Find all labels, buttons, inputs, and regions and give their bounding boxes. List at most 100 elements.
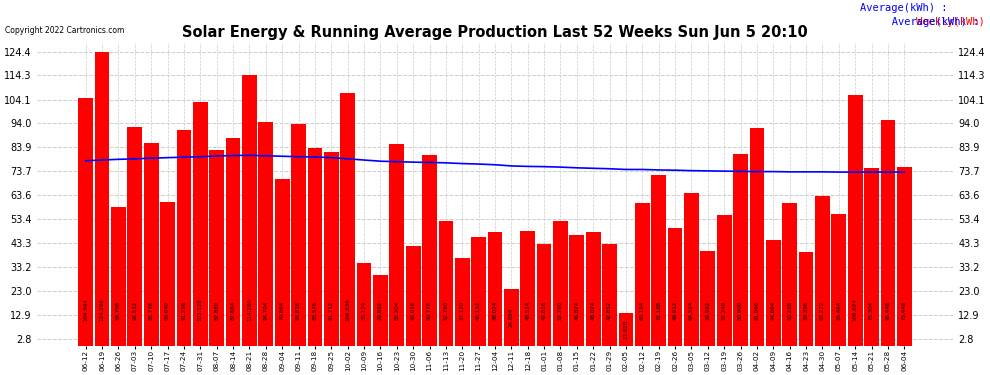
- Text: 46.824: 46.824: [574, 300, 579, 320]
- Text: 114.280: 114.280: [247, 299, 251, 321]
- Bar: [832, 214, 846, 345]
- Bar: [275, 178, 289, 345]
- Text: 58.708: 58.708: [116, 300, 121, 320]
- Text: 93.816: 93.816: [296, 300, 301, 320]
- Bar: [701, 251, 715, 345]
- Bar: [619, 313, 634, 345]
- Bar: [488, 232, 502, 345]
- Bar: [373, 275, 388, 345]
- Bar: [78, 98, 93, 345]
- Bar: [717, 215, 732, 345]
- Bar: [521, 231, 536, 345]
- Text: 75.448: 75.448: [902, 300, 907, 320]
- Text: 87.664: 87.664: [231, 300, 236, 320]
- Text: Average(kWh) :: Average(kWh) :: [859, 3, 953, 13]
- Text: 80.900: 80.900: [739, 300, 743, 320]
- Text: 29.892: 29.892: [378, 301, 383, 320]
- Text: 106.024: 106.024: [852, 299, 857, 321]
- Bar: [553, 221, 568, 345]
- Text: 42.852: 42.852: [607, 300, 612, 320]
- Text: 55.464: 55.464: [837, 300, 842, 320]
- Text: 103.128: 103.128: [198, 299, 203, 321]
- Text: 81.712: 81.712: [329, 300, 334, 320]
- Bar: [160, 202, 175, 345]
- Bar: [144, 143, 158, 345]
- Text: 46.132: 46.132: [476, 300, 481, 320]
- Text: 55.240: 55.240: [722, 300, 727, 320]
- Text: 85.204: 85.204: [394, 300, 399, 320]
- Bar: [537, 244, 551, 345]
- Bar: [193, 102, 208, 345]
- Text: 80.776: 80.776: [427, 300, 432, 320]
- Bar: [439, 221, 453, 345]
- Bar: [95, 51, 110, 345]
- Text: 60.184: 60.184: [640, 300, 644, 320]
- Text: Weekly(kWh): Weekly(kWh): [917, 17, 985, 27]
- Bar: [586, 232, 601, 345]
- Text: 42.816: 42.816: [542, 300, 546, 320]
- Text: 49.912: 49.912: [672, 300, 677, 320]
- Text: 24.084: 24.084: [509, 308, 514, 327]
- Bar: [782, 203, 797, 345]
- Text: 52.760: 52.760: [444, 300, 448, 320]
- Text: 83.576: 83.576: [313, 300, 318, 320]
- Bar: [258, 122, 273, 345]
- Text: 82.880: 82.880: [214, 300, 219, 320]
- Bar: [651, 175, 666, 345]
- Text: 63.272: 63.272: [820, 300, 825, 320]
- Text: 64.524: 64.524: [689, 300, 694, 320]
- Text: 85.736: 85.736: [148, 300, 153, 320]
- Bar: [406, 246, 421, 345]
- Bar: [471, 237, 486, 345]
- Text: 91.296: 91.296: [181, 300, 186, 320]
- Text: 92.532: 92.532: [133, 300, 138, 320]
- Bar: [504, 289, 519, 345]
- Bar: [291, 124, 306, 345]
- Title: Solar Energy & Running Average Production Last 52 Weeks Sun Jun 5 20:10: Solar Energy & Running Average Productio…: [182, 26, 808, 40]
- Bar: [242, 75, 256, 345]
- Bar: [389, 144, 404, 345]
- Text: 94.704: 94.704: [263, 300, 268, 320]
- Text: 106.836: 106.836: [346, 299, 350, 321]
- Bar: [880, 120, 895, 345]
- Text: 13.828: 13.828: [624, 320, 629, 339]
- Text: 52.760: 52.760: [558, 300, 563, 320]
- Text: 35.124: 35.124: [361, 300, 366, 320]
- Bar: [847, 95, 862, 345]
- Bar: [569, 235, 584, 345]
- Bar: [176, 130, 191, 345]
- Text: Copyright 2022 Cartronics.com: Copyright 2022 Cartronics.com: [5, 26, 125, 35]
- Text: 95.448: 95.448: [885, 300, 890, 320]
- Bar: [766, 240, 781, 345]
- Text: 39.396: 39.396: [804, 300, 809, 320]
- Text: 60.640: 60.640: [165, 300, 170, 320]
- Bar: [111, 207, 126, 345]
- Text: 44.664: 44.664: [771, 300, 776, 320]
- Bar: [734, 154, 748, 345]
- Text: Average(kWh) :: Average(kWh) :: [823, 17, 985, 27]
- Text: 42.016: 42.016: [411, 300, 416, 320]
- Bar: [356, 262, 371, 345]
- Bar: [454, 258, 469, 345]
- Text: 37.120: 37.120: [459, 300, 464, 320]
- Bar: [128, 127, 143, 345]
- Bar: [635, 203, 649, 345]
- Bar: [308, 148, 323, 345]
- Text: 75.304: 75.304: [869, 300, 874, 320]
- Text: 39.992: 39.992: [705, 300, 711, 320]
- Text: 70.664: 70.664: [279, 300, 285, 320]
- Text: 48.024: 48.024: [492, 300, 498, 320]
- Text: 48.524: 48.524: [526, 300, 531, 320]
- Text: 124.396: 124.396: [100, 299, 105, 321]
- Text: 60.288: 60.288: [787, 300, 792, 320]
- Text: 104.844: 104.844: [83, 299, 88, 321]
- Bar: [864, 168, 879, 345]
- Bar: [602, 244, 617, 345]
- Text: 91.996: 91.996: [754, 300, 759, 320]
- Bar: [422, 154, 437, 345]
- Bar: [226, 138, 241, 345]
- Text: 72.188: 72.188: [656, 300, 661, 320]
- Bar: [749, 128, 764, 345]
- Bar: [341, 93, 355, 345]
- Bar: [684, 193, 699, 345]
